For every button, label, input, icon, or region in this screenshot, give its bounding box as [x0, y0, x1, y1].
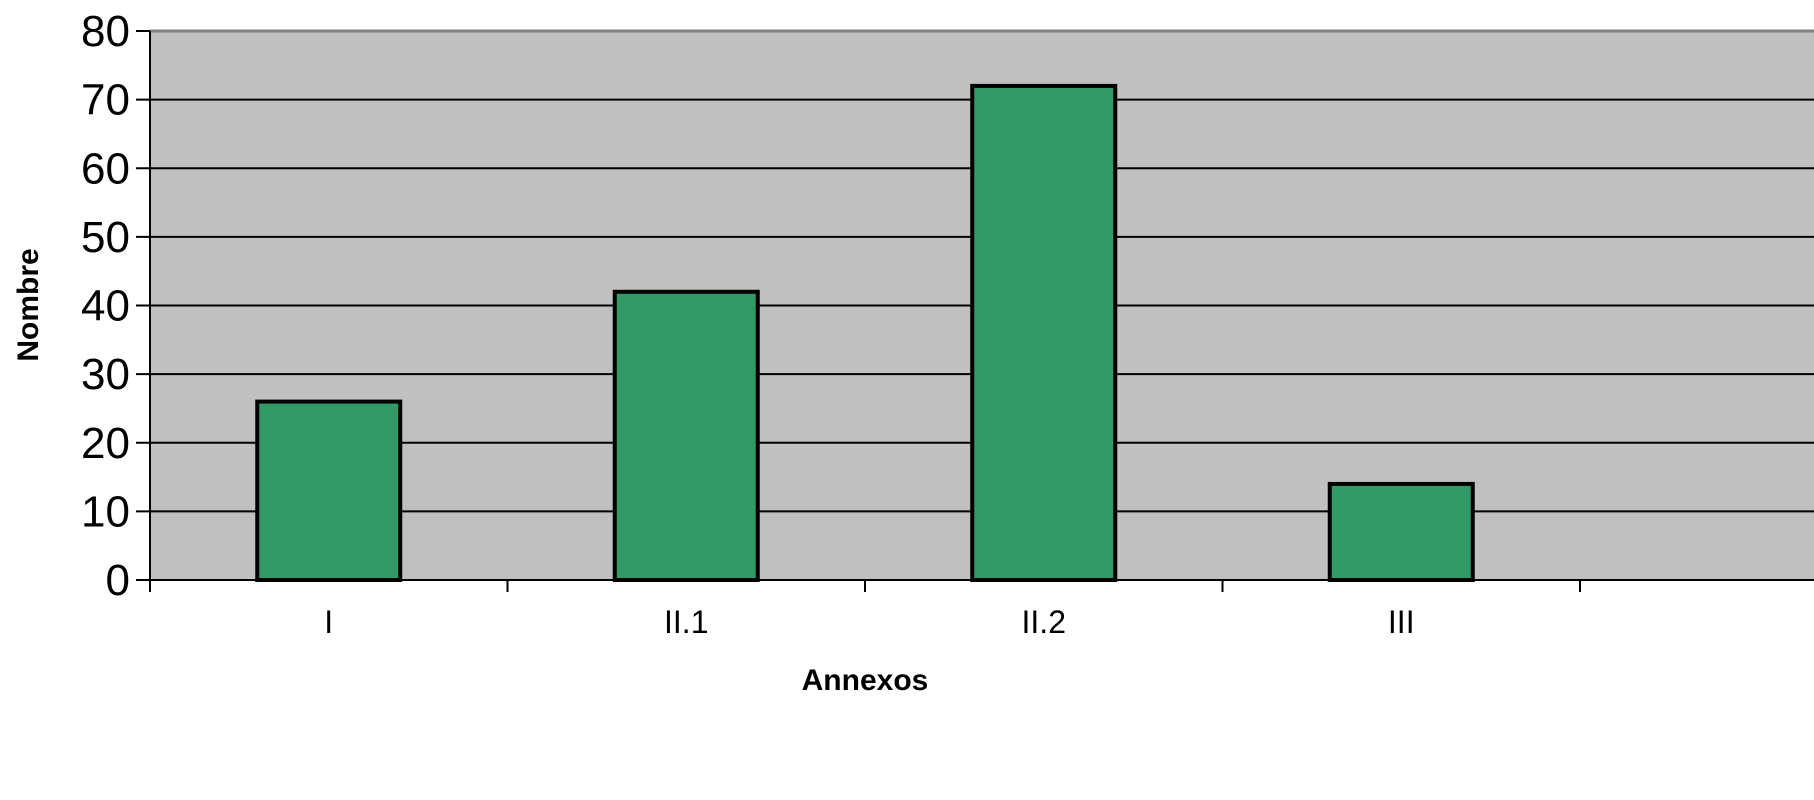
y-tick-label: 50 — [81, 213, 130, 262]
x-tick-label: II.2 — [1022, 604, 1066, 640]
y-axis-title: Nombre — [12, 248, 45, 361]
x-tick-label: II.1 — [664, 604, 708, 640]
x-tick-label: III — [1388, 604, 1415, 640]
y-axis-ticks: 0 10 20 30 40 50 60 70 80 — [81, 7, 150, 605]
bars — [255, 83, 1475, 583]
x-axis-title: Annexos — [802, 664, 929, 697]
x-axis-ticks: I II.1 II.2 III — [149, 580, 1581, 640]
x-tick-label: I — [324, 604, 333, 640]
y-tick-label: 10 — [81, 487, 130, 536]
y-tick-label: 60 — [81, 144, 130, 193]
bar-ii-2 — [970, 83, 1118, 583]
bar-ii-1 — [612, 289, 760, 582]
y-tick-label: 0 — [106, 556, 130, 605]
y-tick-label: 30 — [81, 350, 130, 399]
bar-i — [255, 399, 403, 583]
y-tick-label: 80 — [81, 7, 130, 56]
y-tick-label: 70 — [81, 76, 130, 125]
y-tick-label: 20 — [81, 419, 130, 468]
y-tick-label: 40 — [81, 282, 130, 331]
bar-iii — [1327, 481, 1475, 582]
